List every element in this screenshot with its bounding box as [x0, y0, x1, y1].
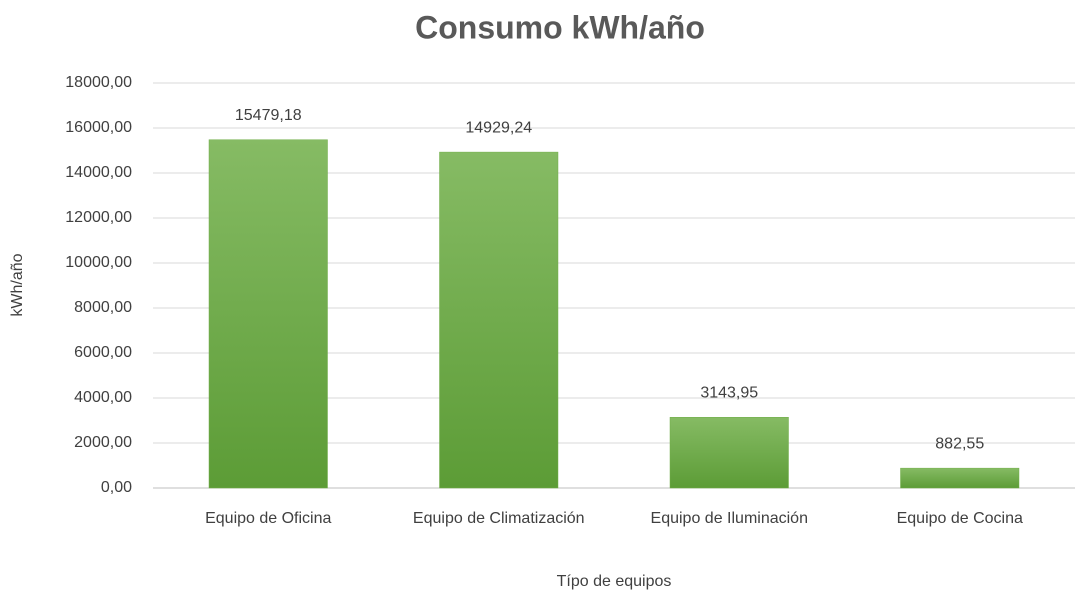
bar: [669, 417, 789, 489]
y-tick-label: 10000,00: [65, 254, 132, 271]
y-tick-label: 4000,00: [74, 389, 132, 406]
y-tick-label: 12000,00: [65, 209, 132, 226]
y-tick-label: 18000,00: [65, 74, 132, 91]
x-tick-label: Equipo de Cocina: [896, 510, 1023, 527]
data-label: 14929,24: [465, 119, 532, 136]
data-label: 15479,18: [235, 107, 302, 124]
y-tick-label: 16000,00: [65, 119, 132, 136]
data-label: 3143,95: [700, 384, 758, 401]
x-tick-label: Equipo de Climatización: [412, 510, 585, 527]
data-label: 882,55: [935, 435, 984, 452]
y-tick-label: 6000,00: [74, 344, 132, 361]
y-tick-label: 2000,00: [74, 434, 132, 451]
y-tick-label: 0,00: [101, 479, 132, 496]
bar: [208, 139, 328, 489]
x-tick-label: Equipo de Iluminación: [650, 510, 808, 527]
x-tick-label: Equipo de Oficina: [205, 510, 332, 527]
y-axis-title: kWh/año: [9, 253, 26, 316]
y-tick-label: 14000,00: [65, 164, 132, 181]
bar: [900, 467, 1020, 489]
chart-title: Consumo kWh/año: [415, 9, 705, 45]
x-axis-title: Típo de equipos: [557, 573, 672, 590]
y-tick-label: 8000,00: [74, 299, 132, 316]
bar: [439, 151, 559, 489]
